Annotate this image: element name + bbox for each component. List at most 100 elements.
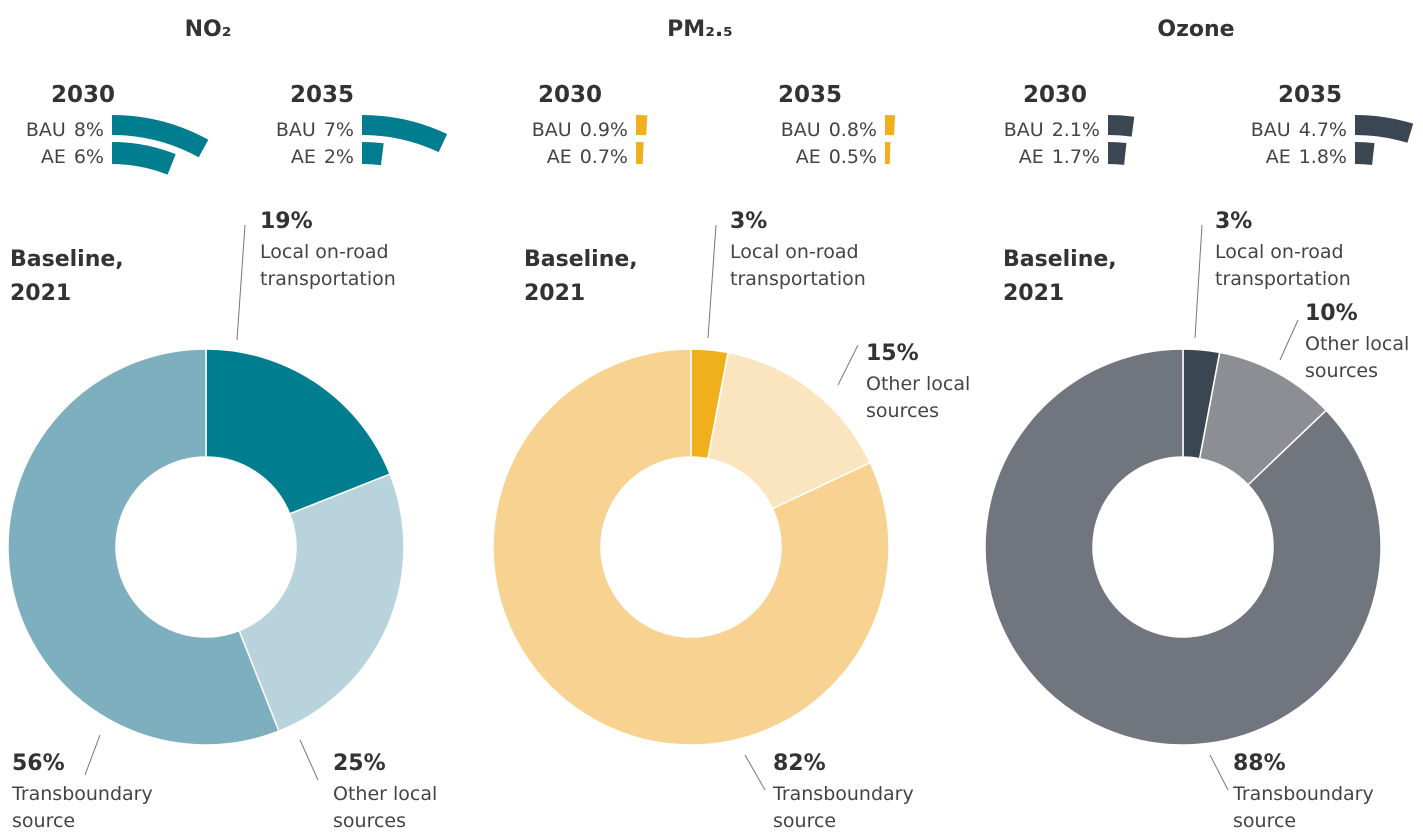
leader-line <box>236 224 246 341</box>
slice-label-line: transportation <box>730 268 866 290</box>
projection-label: AE <box>291 146 316 168</box>
projection-label: BAU <box>1004 119 1044 141</box>
baseline-label: Baseline, <box>1003 247 1117 272</box>
pie-slice <box>205 348 392 515</box>
projection-value: 1.7% <box>1052 146 1100 168</box>
projection-value: 0.5% <box>829 146 877 168</box>
leader-line <box>744 754 766 791</box>
slice-label-line: sources <box>1305 360 1378 382</box>
projection-value: 0.7% <box>580 146 628 168</box>
slice-label-line: transportation <box>1215 268 1351 290</box>
leader-line <box>707 224 717 339</box>
projection-value: 1.8% <box>1299 146 1347 168</box>
projection-value: 2% <box>324 146 354 168</box>
year-label: 2035 <box>1278 82 1342 108</box>
pie-slice <box>238 473 405 733</box>
projection-label: BAU <box>1251 119 1291 141</box>
projection-value: 2.1% <box>1052 119 1100 141</box>
leader-line <box>1279 319 1299 361</box>
slice-label-line: Other local <box>1305 333 1409 355</box>
slice-label: Local on-road transportation <box>730 241 866 290</box>
projection-arc <box>1355 142 1375 165</box>
slice-label-line: Local on-road <box>1215 241 1344 263</box>
baseline-label: Baseline, <box>10 247 124 272</box>
leader-line <box>837 344 859 386</box>
chart-title: NO₂ <box>185 17 232 42</box>
projection-arc <box>112 142 176 175</box>
slice-label: Transboundary source <box>772 783 914 832</box>
slice-label-line: Transboundary <box>772 783 914 805</box>
slice-value-label: 10% <box>1305 301 1358 326</box>
projection-arc <box>1108 115 1135 137</box>
projection-value: 0.8% <box>829 119 877 141</box>
projection-value: 0.9% <box>580 119 628 141</box>
year-label: 2035 <box>778 82 842 108</box>
leader-line <box>1194 224 1203 339</box>
projection-value: 4.7% <box>1299 119 1347 141</box>
slice-label-line: Other local <box>333 783 437 805</box>
slice-value-label: 82% <box>773 751 826 776</box>
slice-label: Other local sources <box>1305 333 1409 382</box>
projection-value: 6% <box>74 146 104 168</box>
slice-label-line: sources <box>866 400 939 422</box>
slice-value-label: 15% <box>866 341 919 366</box>
projection-arc <box>112 115 209 158</box>
pie-slice <box>492 348 890 746</box>
slice-label-line: Other local <box>866 373 970 395</box>
projection-label: AE <box>796 146 821 168</box>
slice-value-label: 88% <box>1233 751 1286 776</box>
year-label: 2030 <box>538 82 602 108</box>
projection-arc <box>885 142 891 165</box>
baseline-label: Baseline, <box>524 247 638 272</box>
projection-value: 8% <box>74 119 104 141</box>
slice-label-line: transportation <box>260 268 396 290</box>
projection-arc <box>362 115 448 153</box>
projection-label: AE <box>1019 146 1044 168</box>
pie-slice <box>984 348 1382 746</box>
projection-arc <box>362 142 384 166</box>
slice-label-line: source <box>1233 810 1296 832</box>
projection-arc <box>636 115 648 136</box>
slice-label-line: sources <box>333 810 406 832</box>
slice-label-line: source <box>773 810 836 832</box>
baseline-label: 2021 <box>1003 281 1064 306</box>
leader-line <box>1209 754 1229 791</box>
baseline-label: 2021 <box>10 281 71 306</box>
leader-line <box>299 739 319 781</box>
projection-arc <box>885 115 896 136</box>
slice-value-label: 56% <box>12 751 65 776</box>
projection-value: 7% <box>324 119 354 141</box>
year-label: 2035 <box>290 82 354 108</box>
pie-slice <box>7 348 280 746</box>
slice-label-line: Transboundary <box>11 783 153 805</box>
projection-label: BAU <box>26 119 66 141</box>
projection-label: BAU <box>532 119 572 141</box>
slice-value-label: 3% <box>1215 209 1252 234</box>
chart-title: PM₂.₅ <box>667 17 733 42</box>
projection-arc <box>1108 142 1127 165</box>
projection-arc <box>1355 115 1414 143</box>
slice-label-line: source <box>12 810 75 832</box>
slice-label: Local on-road transportation <box>260 241 396 290</box>
year-label: 2030 <box>51 82 115 108</box>
projection-label: AE <box>547 146 572 168</box>
slice-label: Other local sources <box>866 373 970 422</box>
slice-label-line: Local on-road <box>260 241 389 263</box>
slice-value-label: 19% <box>260 209 313 234</box>
slice-label-line: Local on-road <box>730 241 859 263</box>
pie-slice <box>706 351 872 510</box>
projection-label: AE <box>41 146 66 168</box>
slice-label: Transboundary source <box>1232 783 1374 832</box>
projection-label: AE <box>1266 146 1291 168</box>
slice-label-line: Transboundary <box>1232 783 1374 805</box>
chart-title: Ozone <box>1157 17 1234 42</box>
slice-label: Local on-road transportation <box>1215 241 1351 290</box>
projection-label: BAU <box>781 119 821 141</box>
slice-label: Other local sources <box>333 783 437 832</box>
leader-line <box>84 734 101 776</box>
slice-value-label: 25% <box>333 751 386 776</box>
slice-value-label: 3% <box>730 209 767 234</box>
projection-arc <box>636 142 644 165</box>
slice-label: Transboundary source <box>11 783 153 832</box>
